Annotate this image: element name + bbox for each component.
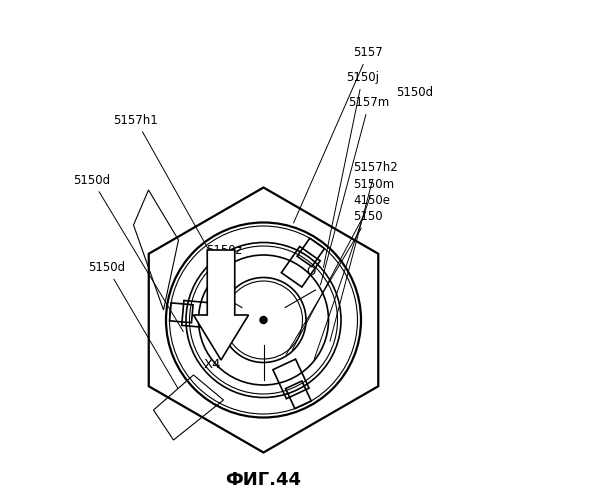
Text: O: O	[306, 265, 315, 278]
Text: 5157h2: 5157h2	[330, 161, 398, 342]
Text: 5150z: 5150z	[206, 244, 242, 256]
Text: 5157h1: 5157h1	[114, 114, 215, 262]
Text: 4150e: 4150e	[292, 194, 390, 350]
Text: 5150d: 5150d	[396, 86, 433, 99]
Text: 5157: 5157	[294, 46, 383, 223]
Text: X4: X4	[203, 358, 221, 372]
Text: ФИГ.44: ФИГ.44	[225, 471, 302, 489]
Text: 5150d: 5150d	[73, 174, 183, 332]
Text: 5150: 5150	[286, 210, 383, 354]
Text: 5157m: 5157m	[320, 96, 390, 285]
Polygon shape	[194, 250, 248, 360]
Text: 5150m: 5150m	[314, 178, 395, 359]
Circle shape	[260, 316, 267, 324]
Text: 5150d: 5150d	[89, 261, 178, 388]
Text: 5150j: 5150j	[324, 71, 379, 268]
